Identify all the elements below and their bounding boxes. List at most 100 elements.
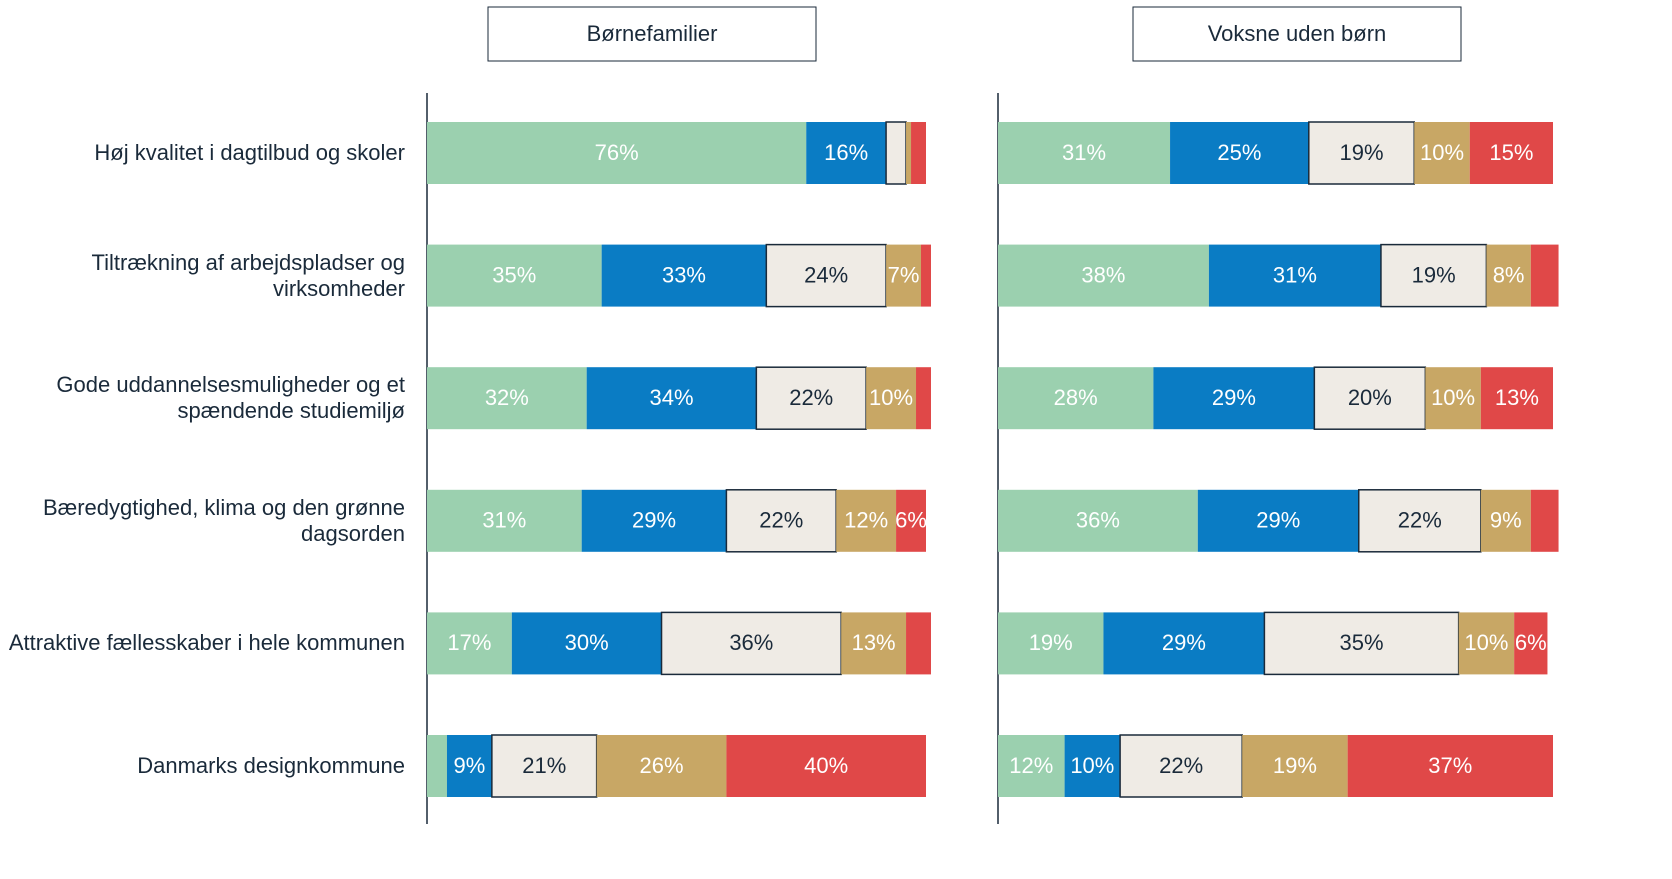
- value-label: 19%: [1412, 262, 1456, 287]
- bar-segment: [1197, 489, 1359, 552]
- bar-segment: [998, 489, 1198, 552]
- bar-segment: [1514, 612, 1548, 675]
- bar-segment: [836, 489, 897, 552]
- bar-segment: [491, 734, 598, 798]
- value-label: 13%: [1495, 385, 1539, 410]
- value-label: 33%: [662, 262, 706, 287]
- category-label: Høj kvalitet i dagtilbud og skoler: [94, 140, 405, 165]
- value-label: 35%: [492, 262, 536, 287]
- category-label: Gode uddannelsesmuligheder og et spænden…: [56, 372, 405, 424]
- bar-segment: [906, 122, 912, 184]
- bar-segment: [998, 735, 1065, 797]
- value-label: 21%: [522, 753, 566, 778]
- value-label: 76%: [595, 140, 639, 165]
- category-label: Attraktive fællesskaber i hele kommunen: [8, 630, 405, 656]
- bar-segment: [1119, 734, 1243, 798]
- value-label: 15%: [1489, 140, 1533, 165]
- bar-segment: [446, 735, 492, 797]
- bar-segment: [998, 612, 1104, 675]
- bar-segment: [998, 122, 1171, 184]
- bar-segment: [726, 735, 926, 797]
- value-label: 6%: [895, 508, 927, 533]
- bar-segment: [921, 244, 931, 307]
- bar-segment: [427, 244, 602, 307]
- bar-segment: [906, 612, 931, 675]
- value-label: 10%: [869, 385, 913, 410]
- value-label: 8%: [1493, 262, 1525, 287]
- bar-segment: [427, 735, 447, 797]
- value-label: 31%: [482, 508, 526, 533]
- bar-segment: [765, 243, 887, 308]
- value-label: 10%: [1420, 140, 1464, 165]
- panel-title: Børnefamilier: [587, 21, 718, 46]
- value-label: 28%: [1054, 385, 1098, 410]
- bar-segment: [911, 122, 926, 184]
- bar-segment: [596, 735, 727, 797]
- bar-segment: [886, 244, 922, 307]
- bar-segment: [1308, 121, 1416, 185]
- value-label: 20%: [1348, 385, 1392, 410]
- value-label: 26%: [640, 753, 684, 778]
- value-label: 9%: [454, 753, 486, 778]
- bar-segment: [660, 611, 842, 676]
- bar-segment: [1414, 122, 1470, 184]
- value-label: 17%: [447, 630, 491, 655]
- bar-segment: [1347, 735, 1553, 797]
- value-label: 24%: [804, 262, 848, 287]
- bar-segment: [1458, 612, 1515, 675]
- value-label: 19%: [1029, 630, 1073, 655]
- value-label: 10%: [1431, 385, 1475, 410]
- bar-segment: [1103, 612, 1265, 675]
- bar-segment: [581, 489, 727, 552]
- bar-segment: [1242, 735, 1348, 797]
- value-label: 36%: [729, 630, 773, 655]
- bar-segment: [1263, 611, 1460, 676]
- bar-segment: [896, 489, 926, 552]
- panel-title-box: [487, 6, 817, 62]
- value-label: 22%: [759, 508, 803, 533]
- value-label: 13%: [852, 630, 896, 655]
- bar-segment: [1480, 367, 1553, 430]
- bar-segment: [1208, 244, 1381, 307]
- value-label: 10%: [1070, 753, 1114, 778]
- value-label: 29%: [1212, 385, 1256, 410]
- bar-segment: [916, 367, 931, 430]
- value-label: 25%: [1217, 140, 1261, 165]
- bar-segment: [755, 366, 867, 430]
- value-label: 9%: [1490, 508, 1522, 533]
- bar-segment: [998, 367, 1154, 430]
- value-label: 22%: [1159, 753, 1203, 778]
- bar-segment: [1425, 367, 1481, 430]
- bar-segment: [1530, 489, 1559, 552]
- value-label: 31%: [1273, 262, 1317, 287]
- value-label: 29%: [632, 508, 676, 533]
- value-label: 29%: [1162, 630, 1206, 655]
- bar-segment: [1530, 244, 1559, 307]
- value-label: 31%: [1062, 140, 1106, 165]
- value-label: 12%: [844, 508, 888, 533]
- category-label: Bæredygtighed, klima og den grønne dagso…: [43, 494, 405, 546]
- value-label: 22%: [1398, 508, 1442, 533]
- bar-segment: [427, 489, 582, 552]
- value-label: 34%: [649, 385, 693, 410]
- value-label: 30%: [565, 630, 609, 655]
- bar-segment: [1486, 244, 1531, 307]
- bar-segment: [885, 121, 907, 185]
- bar-segment: [601, 244, 767, 307]
- bar-segment: [1380, 243, 1488, 308]
- bar-segment: [511, 612, 662, 675]
- panel-title: Voksne uden børn: [1208, 21, 1387, 46]
- value-label: 6%: [1515, 630, 1547, 655]
- bar-segment: [1170, 122, 1309, 184]
- bar-segment: [1358, 489, 1482, 553]
- bar-segment: [841, 612, 907, 675]
- value-label: 16%: [824, 140, 868, 165]
- bar-segment: [1469, 122, 1553, 184]
- bar-segment: [1313, 366, 1427, 430]
- bar-segment: [586, 367, 757, 430]
- value-label: 32%: [485, 385, 529, 410]
- value-label: 22%: [789, 385, 833, 410]
- bar-segment: [1153, 367, 1315, 430]
- bar-segment: [427, 122, 807, 184]
